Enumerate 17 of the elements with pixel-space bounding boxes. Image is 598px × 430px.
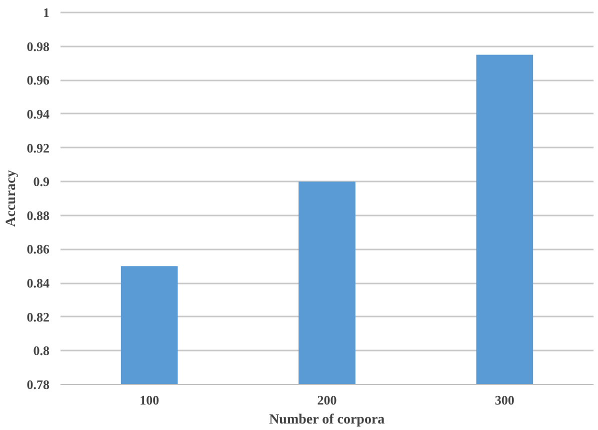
y-tick-label: 0.88 bbox=[26, 208, 50, 223]
y-tick-label: 0.98 bbox=[26, 38, 50, 54]
y-tick-label: 0.86 bbox=[26, 242, 50, 257]
x-tick-label: 300 bbox=[494, 392, 514, 408]
x-tick-label: 200 bbox=[317, 392, 337, 408]
x-axis-title: Number of corpora bbox=[269, 412, 385, 428]
y-tick-label: 0.82 bbox=[26, 309, 50, 324]
y-tick-label: 1 bbox=[43, 5, 50, 20]
y-axis-title: Accuracy bbox=[4, 170, 19, 227]
y-tick-label: 0.94 bbox=[26, 106, 50, 122]
y-tick-label: 0.78 bbox=[26, 377, 50, 392]
x-tick-label: 100 bbox=[140, 392, 160, 408]
y-tick-label: 0.9 bbox=[33, 174, 50, 190]
y-tick-label: 0.84 bbox=[26, 276, 50, 291]
y-tick-label: 0.96 bbox=[26, 72, 50, 88]
y-tick-label: 0.8 bbox=[33, 343, 50, 358]
y-tick-label: 0.92 bbox=[26, 140, 50, 156]
